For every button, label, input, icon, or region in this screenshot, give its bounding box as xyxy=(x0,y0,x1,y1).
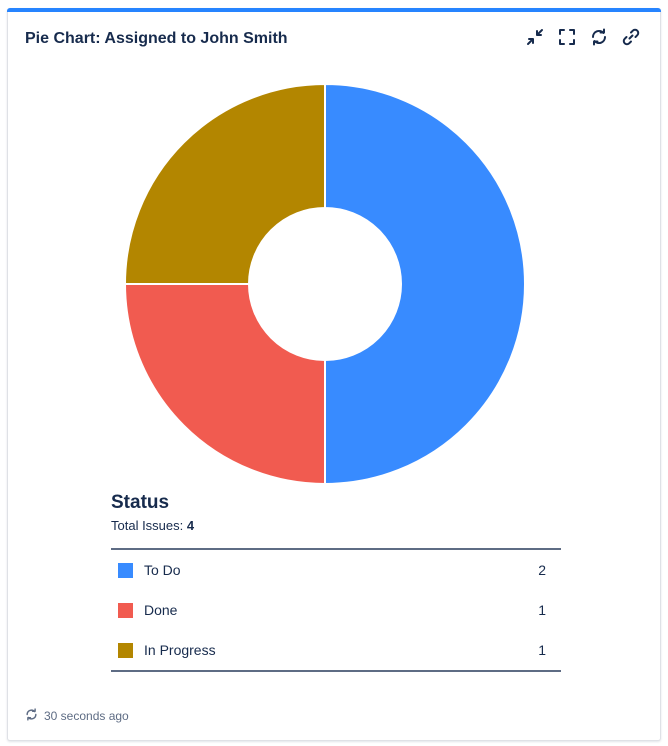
pie-slice-in-progress[interactable] xyxy=(125,84,326,285)
legend-count: 1 xyxy=(538,642,546,658)
gadget-footer: 30 seconds ago xyxy=(25,708,129,724)
gadget-toolbar xyxy=(524,28,642,50)
minimize-button[interactable] xyxy=(524,28,546,50)
pie-slice-done[interactable] xyxy=(125,283,326,484)
legend-swatch xyxy=(118,602,133,618)
link-icon xyxy=(622,28,640,51)
legend-label[interactable]: Done xyxy=(144,602,178,618)
fullscreen-icon xyxy=(558,28,576,51)
link-button[interactable] xyxy=(620,28,642,50)
legend-row-in-progress[interactable]: In Progress 1 xyxy=(111,630,561,670)
refresh-button[interactable] xyxy=(588,28,610,50)
last-updated-text: 30 seconds ago xyxy=(44,709,129,723)
refresh-icon xyxy=(25,708,44,724)
chart-legend: Status Total Issues: 4 To Do 2 Done 1 In… xyxy=(111,492,561,672)
pie-chart-svg xyxy=(125,84,525,484)
legend-row-todo[interactable]: To Do 2 xyxy=(111,550,561,590)
pie-chart xyxy=(125,84,525,484)
legend-count: 2 xyxy=(538,562,546,578)
legend-row-done[interactable]: Done 1 xyxy=(111,590,561,630)
pie-slice-to-do[interactable] xyxy=(324,84,525,484)
legend-title: Status xyxy=(111,492,170,513)
fullscreen-button[interactable] xyxy=(556,28,578,50)
legend-label[interactable]: In Progress xyxy=(144,642,216,658)
pie-chart-gadget: Pie Chart: Assigned to John Smith xyxy=(7,8,661,741)
total-issues-value: 4 xyxy=(186,518,195,533)
legend-table: To Do 2 Done 1 In Progress 1 xyxy=(111,548,561,672)
refresh-icon xyxy=(590,28,608,51)
legend-swatch xyxy=(118,642,133,658)
gadget-accent-bar xyxy=(7,8,661,12)
legend-label[interactable]: To Do xyxy=(144,562,181,578)
minimize-icon xyxy=(526,28,544,51)
total-issues-label: Total Issues: xyxy=(111,518,184,533)
gadget-title: Pie Chart: Assigned to John Smith xyxy=(25,30,288,47)
total-issues: Total Issues: 4 xyxy=(111,518,561,533)
legend-count: 1 xyxy=(538,602,546,618)
legend-swatch xyxy=(118,562,133,578)
